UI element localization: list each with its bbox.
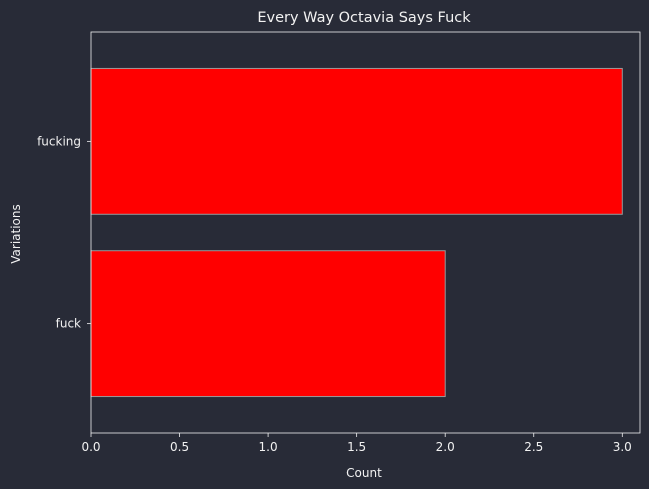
x-tick-label: 2.5 [524, 440, 543, 454]
y-tick-label: fuck [56, 317, 81, 331]
x-tick-label: 0.0 [81, 440, 100, 454]
bar-fuck [90, 250, 446, 398]
x-tick-label: 3.0 [613, 440, 632, 454]
chart-title: Every Way Octavia Says Fuck [257, 10, 471, 26]
axes-spines [90, 31, 641, 434]
y-axis-label: Variations [9, 204, 23, 264]
y-axis: fuck fucking [37, 134, 91, 331]
bars-group [90, 67, 623, 398]
x-axis: 0.0 0.5 1.0 1.5 2.0 2.5 3.0 [81, 433, 632, 454]
x-axis-label: Count [346, 466, 382, 480]
y-tick-label: fucking [37, 134, 81, 148]
axes-frame [90, 31, 641, 434]
x-tick-label: 1.5 [347, 440, 366, 454]
x-tick-label: 2.0 [436, 440, 455, 454]
bar-fucking [90, 67, 623, 215]
x-tick-label: 1.0 [259, 440, 278, 454]
x-tick-label: 0.5 [170, 440, 189, 454]
